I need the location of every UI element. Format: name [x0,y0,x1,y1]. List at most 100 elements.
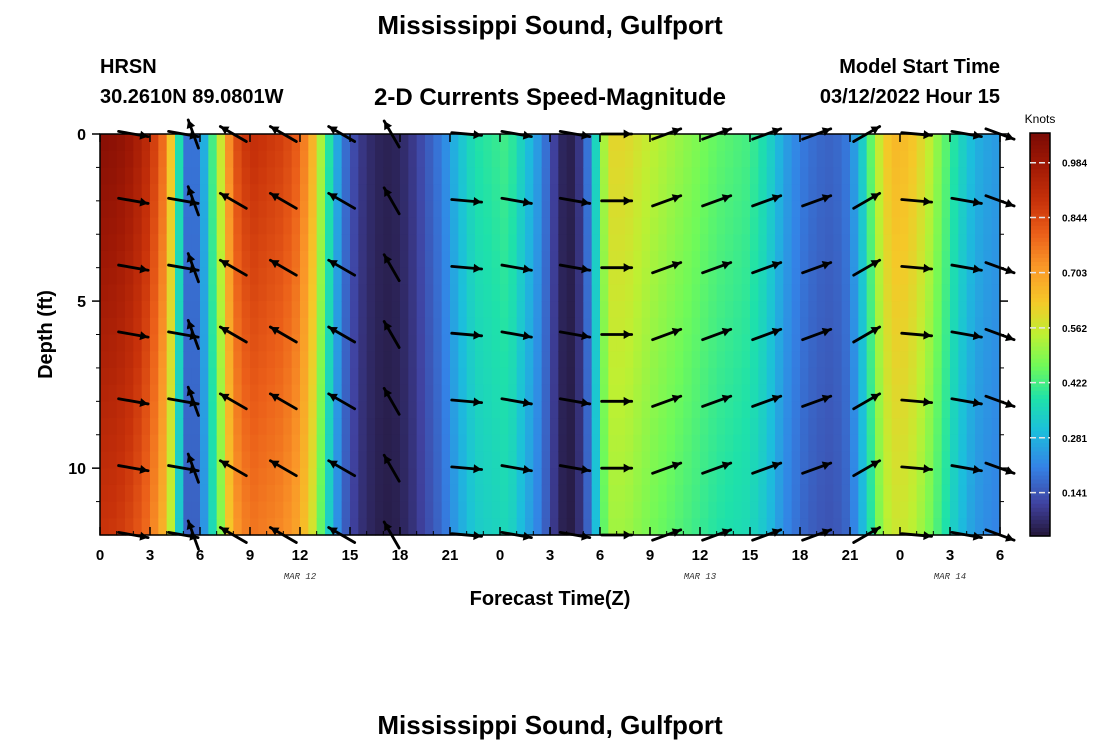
heatmap-cell [666,284,676,302]
heatmap-cell [900,401,909,419]
x-tick-label: 3 [546,547,554,564]
heatmap-cell [458,317,468,336]
heatmap-cell [741,184,751,202]
heatmap-cell [616,334,626,352]
heatmap-cell [450,401,459,419]
heatmap-cell [241,150,251,169]
heatmap-cell [783,518,793,536]
colorbar-segment [1030,209,1050,215]
heatmap-cell [366,250,376,269]
heatmap-cell [741,484,751,503]
heatmap-cell [283,150,293,169]
heatmap-cell [233,334,243,352]
heatmap-cell [200,401,209,419]
heatmap-cell [858,317,868,336]
heatmap-cell [483,384,493,402]
heatmap-cell [583,351,593,369]
heatmap-cell [325,484,334,503]
heatmap-cell [308,434,318,453]
heatmap-cell [741,234,751,252]
heatmap-cell [366,501,376,519]
heatmap-cell [983,334,993,352]
heatmap-cell [616,167,626,185]
x-tick-label: 0 [496,547,504,564]
heatmap-cell [433,150,443,169]
heatmap-cell [941,518,951,536]
heatmap-cell [266,468,276,486]
heatmap-cell [650,367,659,386]
heatmap-cell [800,267,809,285]
heatmap-cell [691,451,701,469]
heatmap-cell [800,234,809,252]
heatmap-cell [350,301,359,319]
heatmap-cell [808,484,818,503]
heatmap-cell [650,384,659,402]
heatmap-cell [383,200,393,219]
heatmap-cell [183,234,193,252]
heatmap-cell [125,468,134,486]
heatmap-cell [758,200,768,219]
heatmap-cell [858,401,868,419]
heatmap-cell [275,518,284,536]
heatmap-cell [666,234,676,252]
heatmap-cell [366,267,376,285]
heatmap-cell [883,468,893,486]
heatmap-cell [891,501,901,519]
heatmap-cell [766,167,776,185]
heatmap-cell [733,434,743,453]
heatmap-cell [650,184,659,202]
heatmap-cell [333,401,343,419]
heatmap-cell [883,384,893,402]
heatmap-cell [916,184,926,202]
heatmap-cell [541,384,551,402]
heatmap-cell [775,351,784,369]
heatmap-cell [158,351,168,369]
heatmap-cell [775,267,784,285]
heatmap-cell [308,468,318,486]
heatmap-cell [141,200,151,219]
heatmap-cell [550,317,559,336]
heatmap-cell [183,484,193,503]
heatmap-cell [883,317,893,336]
heatmap-cell [925,150,934,169]
heatmap-cell [591,401,601,419]
heatmap-cell [950,217,959,235]
heatmap-cell [516,501,526,519]
heatmap-cell [608,468,618,486]
heatmap-cell [166,418,176,436]
heatmap-cell [233,134,243,152]
heatmap-cell [325,418,334,436]
heatmap-cell [450,434,459,453]
heatmap-cell [950,250,959,269]
heatmap-cell [408,200,418,219]
heatmap-cell [641,334,651,352]
heatmap-cell [925,200,934,219]
colorbar-segment [1030,205,1050,211]
heatmap-cell [775,250,784,269]
heatmap-cell [158,217,168,235]
colorbar-segment [1030,290,1050,295]
heatmap-cell [433,250,443,269]
heatmap-cell [300,184,309,202]
heatmap-cell [658,367,668,386]
heatmap-cell [333,150,343,169]
heatmap-cell [775,184,784,202]
heatmap-cell [200,384,209,402]
heatmap-cell [541,334,551,352]
heatmap-cell [791,317,801,336]
heatmap-cell [375,250,384,269]
heatmap-cell [725,267,734,285]
colorbar-segment [1030,314,1050,319]
heatmap-cell [258,384,268,402]
heatmap-cell [116,384,126,402]
current-vector [558,196,592,207]
heatmap-cell [366,468,376,486]
heatmap-cell [175,367,184,386]
current-vector [801,327,833,342]
heatmap-cell [425,451,434,469]
heatmap-cell [916,434,926,453]
heatmap-cell [116,301,126,319]
heatmap-cell [791,518,801,536]
heatmap-cell [908,501,918,519]
heatmap-cell [841,351,851,369]
